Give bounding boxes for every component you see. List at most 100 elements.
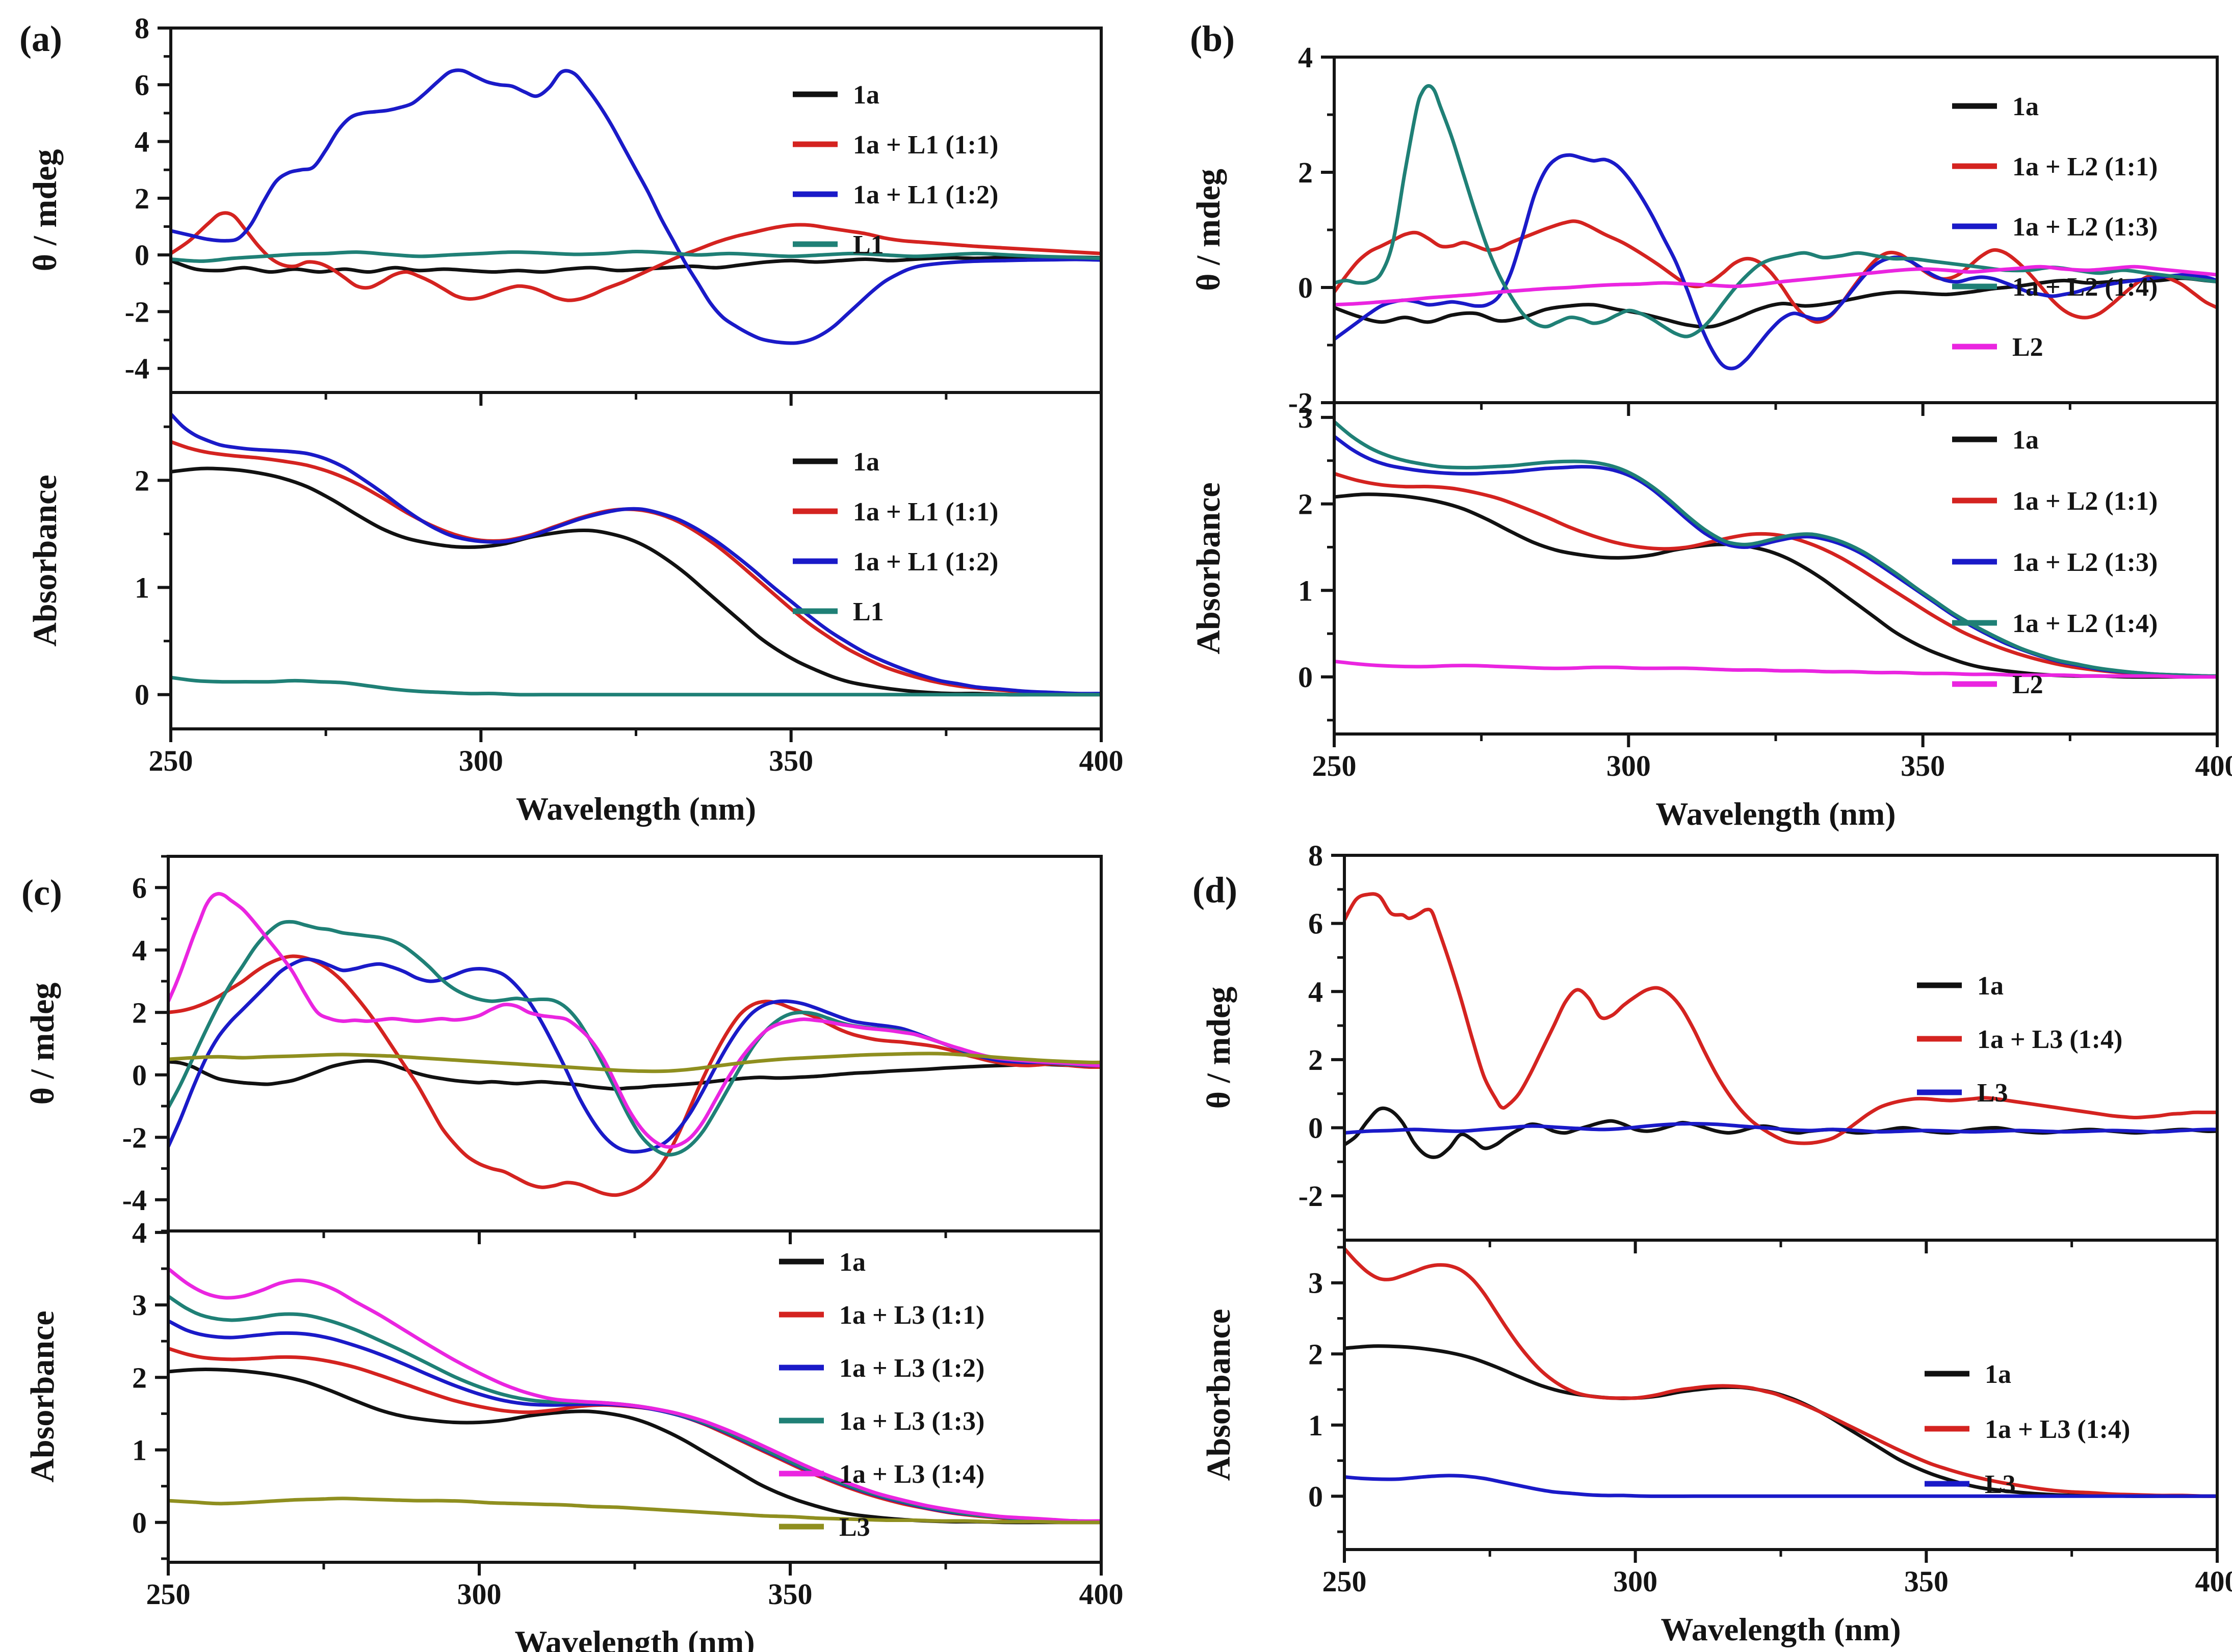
d-cd-series-L3 (1344, 1122, 2217, 1135)
panel-d: (d) 8 6 4 2 0 -2 θ / mdeg 1a 1a + L3 (1:4) L3 3 2 1 0 A… (1116, 826, 2232, 1652)
legend-label: 1a + L3 (1:4) (839, 1460, 984, 1489)
legend-label: 1a + L1 (1:2) (853, 547, 998, 576)
b-cd-ytick-label: 2 (1298, 156, 1313, 189)
c-xtick-label: 350 (768, 1578, 813, 1611)
c-abs-ytick-label: 1 (132, 1434, 147, 1467)
c-abs-ytick-label: 4 (132, 1216, 147, 1249)
legend-label: L1 (853, 597, 884, 626)
d-abs-ytick-label: 3 (1308, 1267, 1323, 1300)
c-cd-ytick-label: -2 (122, 1121, 147, 1154)
a-cd-ytick-label: 0 (135, 239, 149, 272)
d-xtick-label: 250 (1322, 1565, 1367, 1598)
b-cd-series-L2 (1334, 265, 2217, 307)
b-cd-ytick-label: -2 (1288, 386, 1313, 419)
legend-label: 1a + L1 (1:2) (853, 180, 998, 209)
legend-label: 1a (2012, 426, 2039, 455)
d-cd-y-axis-title: θ / mdeg (1200, 987, 1237, 1109)
d-abs-ytick-label: 2 (1308, 1338, 1323, 1371)
legend-label: 1a + L1 (1:1) (853, 497, 998, 527)
b-abs-y-axis-title: Absorbance (1190, 482, 1227, 654)
d-abs-series-1a + L3 (1:4) (1344, 1247, 2217, 1498)
d-cd-plot: 8 6 4 2 0 -2 θ / mdeg 1a 1a + L3 (1:4) L3 (1200, 839, 2219, 1253)
b-abs-plot: 3 2 1 0 Absorbance 1a 1a + L2 (1:1) 1a + L2 (1:… (1190, 401, 2219, 747)
a-abs-ytick-label: 1 (135, 571, 149, 605)
a-cd-ytick-label: 2 (135, 182, 149, 215)
b-abs-ytick-label: 0 (1298, 661, 1313, 694)
legend-label: 1a (853, 81, 879, 110)
d-abs-plot: 3 2 1 0 Absorbance 1a 1a + L3 (1:4) L3 (1200, 1239, 2219, 1563)
c-cd-series-1a + L3 (1:1) (168, 954, 1101, 1197)
legend-label: L3 (839, 1513, 870, 1542)
d-xtick-label: 400 (2195, 1565, 2232, 1598)
legend-label: 1a (853, 448, 879, 477)
panel-letter-a: (a) (19, 18, 62, 59)
legend-label: 1a (839, 1248, 866, 1277)
legend-label: 1a (2012, 92, 2039, 121)
legend-label: 1a (1977, 972, 2004, 1001)
a-abs-legend: 1a 1a + L1 (1:1) 1a + L1 (1:2) L1 (793, 448, 998, 626)
b-cd-ytick-label: 0 (1298, 271, 1313, 304)
a-x-axis-title: Wavelength (nm) (516, 791, 756, 827)
legend-label: L2 (2012, 670, 2043, 699)
legend-label: 1a + L3 (1:2) (839, 1354, 984, 1383)
c-abs-plot: 4 3 2 1 0 Absorbance 1a 1a + L3 (1:1) 1a + L3 (1… (24, 1216, 1103, 1576)
panel-a-figure: (a) 8 6 4 2 0 -2 -4 θ / mdeg 1a 1a + L1 (1:1) 1a + … (19, 12, 1124, 827)
a-cd-legend: 1a 1a + L1 (1:1) 1a + L1 (1:2) L1 (793, 81, 998, 259)
b-abs-ytick-label: 2 (1298, 488, 1313, 521)
b-abs-series-1a (1334, 492, 2217, 679)
b-xtick-label: 300 (1606, 749, 1651, 782)
b-x-axis-title: Wavelength (nm) (1655, 796, 1896, 832)
panel-b-figure: (b) 4 2 0 -2 θ / mdeg 1a 1a + L2 (1:1) 1a + L2 (… (1190, 18, 2232, 832)
legend-label: 1a (1985, 1360, 2011, 1389)
c-cd-ytick-label: 4 (132, 934, 147, 967)
c-cd-y-axis-title: θ / mdeg (24, 983, 61, 1105)
a-abs-plot: 2 1 0 Absorbance 1a 1a + L1 (1:1) 1a + L1 (1:2… (27, 391, 1103, 742)
c-abs-series-L3 (168, 1497, 1101, 1525)
b-abs-ytick-label: 1 (1298, 574, 1313, 607)
a-xtick-label: 350 (769, 744, 813, 777)
d-abs-series-L3 (1344, 1474, 2217, 1498)
legend-label: 1a + L3 (1:3) (839, 1407, 984, 1436)
d-xtick-label: 300 (1613, 1565, 1657, 1598)
legend-label: 1a + L2 (1:1) (2012, 487, 2158, 516)
c-abs-y-axis-title: Absorbance (24, 1310, 61, 1482)
b-abs-legend: 1a 1a + L2 (1:1) 1a + L2 (1:3) 1a + L2 (1:4… (1952, 426, 2158, 699)
a-abs-series-L1 (171, 675, 1101, 697)
b-abs-series-1a + L2 (1:1) (1334, 471, 2217, 679)
panel-c: (c) 6 4 2 0 -2 -4 θ / mdeg 4 3 2 1 0 Absorbance 1a 1a +… (0, 826, 1124, 1652)
c-cd-series-L3 (168, 1052, 1101, 1073)
b-cd-y-axis-title: θ / mdeg (1190, 169, 1227, 291)
c-xtick-label: 300 (457, 1578, 502, 1611)
b-abs-series-1a + L2 (1:4) (1334, 419, 2217, 678)
c-cd-ytick-label: 6 (132, 871, 147, 904)
d-xtick-label: 350 (1904, 1565, 1949, 1598)
a-abs-y-axis-title: Absorbance (27, 475, 64, 646)
c-x-axis-title: Wavelength (nm) (514, 1624, 755, 1652)
a-cd-plot: 8 6 4 2 0 -2 -4 θ / mdeg 1a 1a + L1 (1:1) 1a + L1 … (27, 12, 1103, 406)
d-abs-ytick-label: 1 (1308, 1409, 1323, 1442)
panel-b: (b) 4 2 0 -2 θ / mdeg 1a 1a + L2 (1:1) 1a + L2 (… (1116, 0, 2232, 832)
c-abs-ytick-label: 3 (132, 1289, 147, 1322)
c-abs-series-1a + L3 (1:4) (168, 1267, 1101, 1523)
d-cd-ytick-label: 0 (1308, 1112, 1323, 1145)
b-cd-ytick-label: 4 (1298, 41, 1313, 74)
b-cd-legend: 1a 1a + L2 (1:1) 1a + L2 (1:3) 1a + L2 (1:4… (1952, 92, 2158, 362)
a-abs-series-1a (171, 466, 1101, 697)
legend-label: 1a + L2 (1:4) (2012, 609, 2158, 638)
a-cd-series-1a (171, 255, 1101, 274)
a-cd-series-1a + L1 (1:1) (171, 211, 1101, 302)
a-cd-series-L1 (171, 249, 1101, 263)
d-cd-series-1a + L3 (1:4) (1344, 892, 2217, 1145)
a-cd-ytick-label: 6 (135, 68, 149, 101)
legend-label: 1a + L3 (1:4) (1985, 1415, 2130, 1444)
legend-label: 1a + L3 (1:4) (1977, 1025, 2122, 1054)
d-cd-legend: 1a 1a + L3 (1:4) L3 (1917, 972, 2122, 1108)
panel-d-figure: (d) 8 6 4 2 0 -2 θ / mdeg 1a 1a + L3 (1:4) L3 3 2 1 0 A… (1192, 839, 2232, 1647)
b-cd-series-1a + L2 (1:3) (1334, 153, 2217, 371)
c-xtick-label: 250 (146, 1578, 191, 1611)
legend-label: L3 (1977, 1079, 2008, 1108)
c-abs-legend: 1a 1a + L3 (1:1) 1a + L3 (1:2) 1a + L3 (1:3… (779, 1248, 984, 1542)
a-xtick-label: 250 (149, 744, 193, 777)
a-cd-plot-box (169, 27, 1103, 394)
legend-label: 1a + L2 (1:3) (2012, 213, 2158, 242)
